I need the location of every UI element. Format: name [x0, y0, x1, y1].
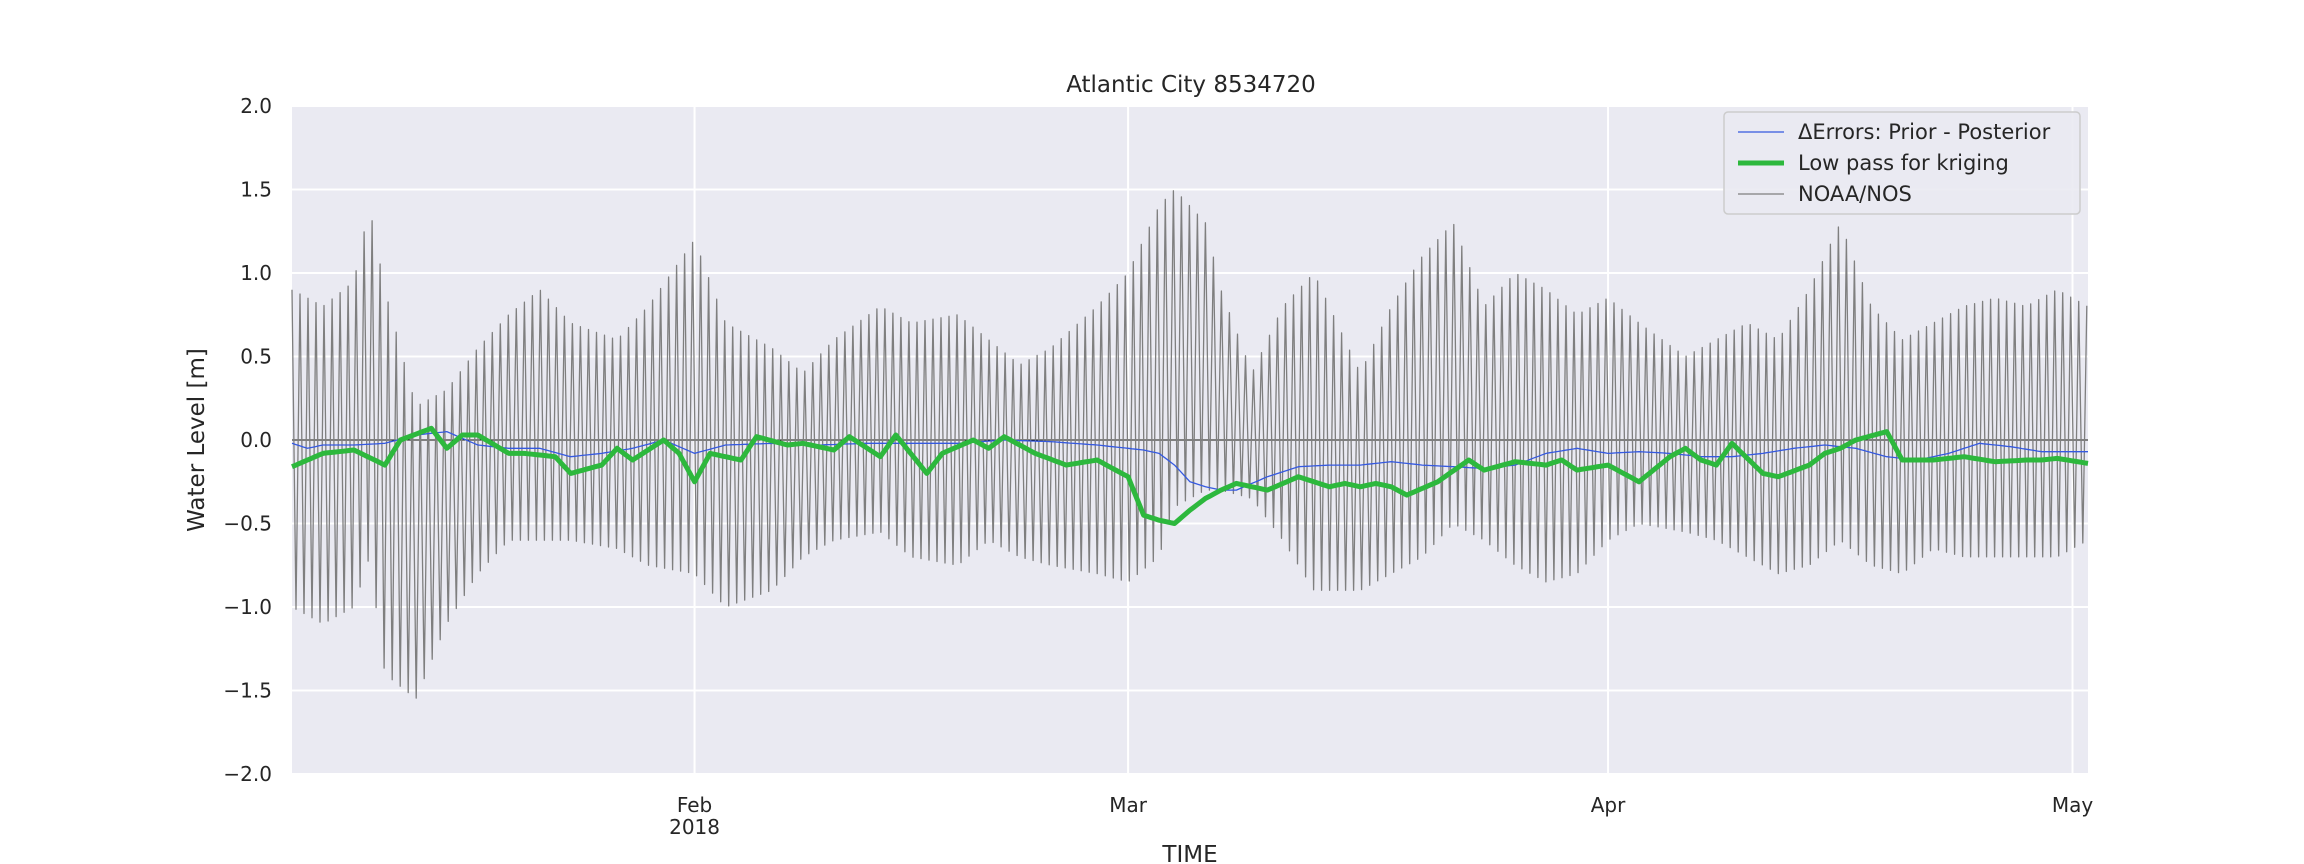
x-axis-label: TIME — [1161, 842, 1217, 864]
delta-errors-series-line — [291, 430, 2088, 491]
x-tick-label: Apr — [1591, 793, 1626, 817]
legend-entry: ΔErrors: Prior - Posterior — [1798, 120, 2051, 144]
y-tick-label: −1.5 — [223, 679, 272, 703]
legend-box — [1723, 111, 2081, 215]
x-tick-label: Feb — [677, 793, 712, 817]
legend: ΔErrors: Prior - Posterior Low pass for k… — [1723, 111, 2081, 215]
x-tick-label: Mar — [1109, 793, 1148, 817]
low-pass-series-line — [291, 425, 2089, 526]
y-tick-label: 1.5 — [240, 178, 272, 202]
x-tick-label: May — [2052, 793, 2094, 817]
y-tick-label: −0.5 — [223, 512, 272, 536]
y-axis-ticks: 2.0 1.5 1.0 0.5 0.0 −0.5 −1.0 −1.5 −2.0 — [223, 94, 272, 786]
x-tick-sublabel: 2018 — [669, 815, 720, 839]
y-tick-label: 1.0 — [240, 261, 272, 285]
y-tick-label: 2.0 — [240, 94, 272, 118]
y-tick-label: −1.0 — [223, 595, 272, 619]
y-tick-label: 0.5 — [240, 345, 272, 369]
y-tick-label: −2.0 — [223, 762, 272, 786]
legend-entry: Low pass for kriging — [1798, 151, 2009, 175]
legend-entry: NOAA/NOS — [1798, 182, 1912, 206]
chart-title: Atlantic City 8534720 — [1066, 72, 1316, 98]
series-layer — [291, 190, 2089, 699]
y-axis-label: Water Level [m] — [184, 348, 210, 532]
y-tick-label: 0.0 — [240, 428, 272, 452]
tidal-series-line — [291, 190, 2088, 699]
